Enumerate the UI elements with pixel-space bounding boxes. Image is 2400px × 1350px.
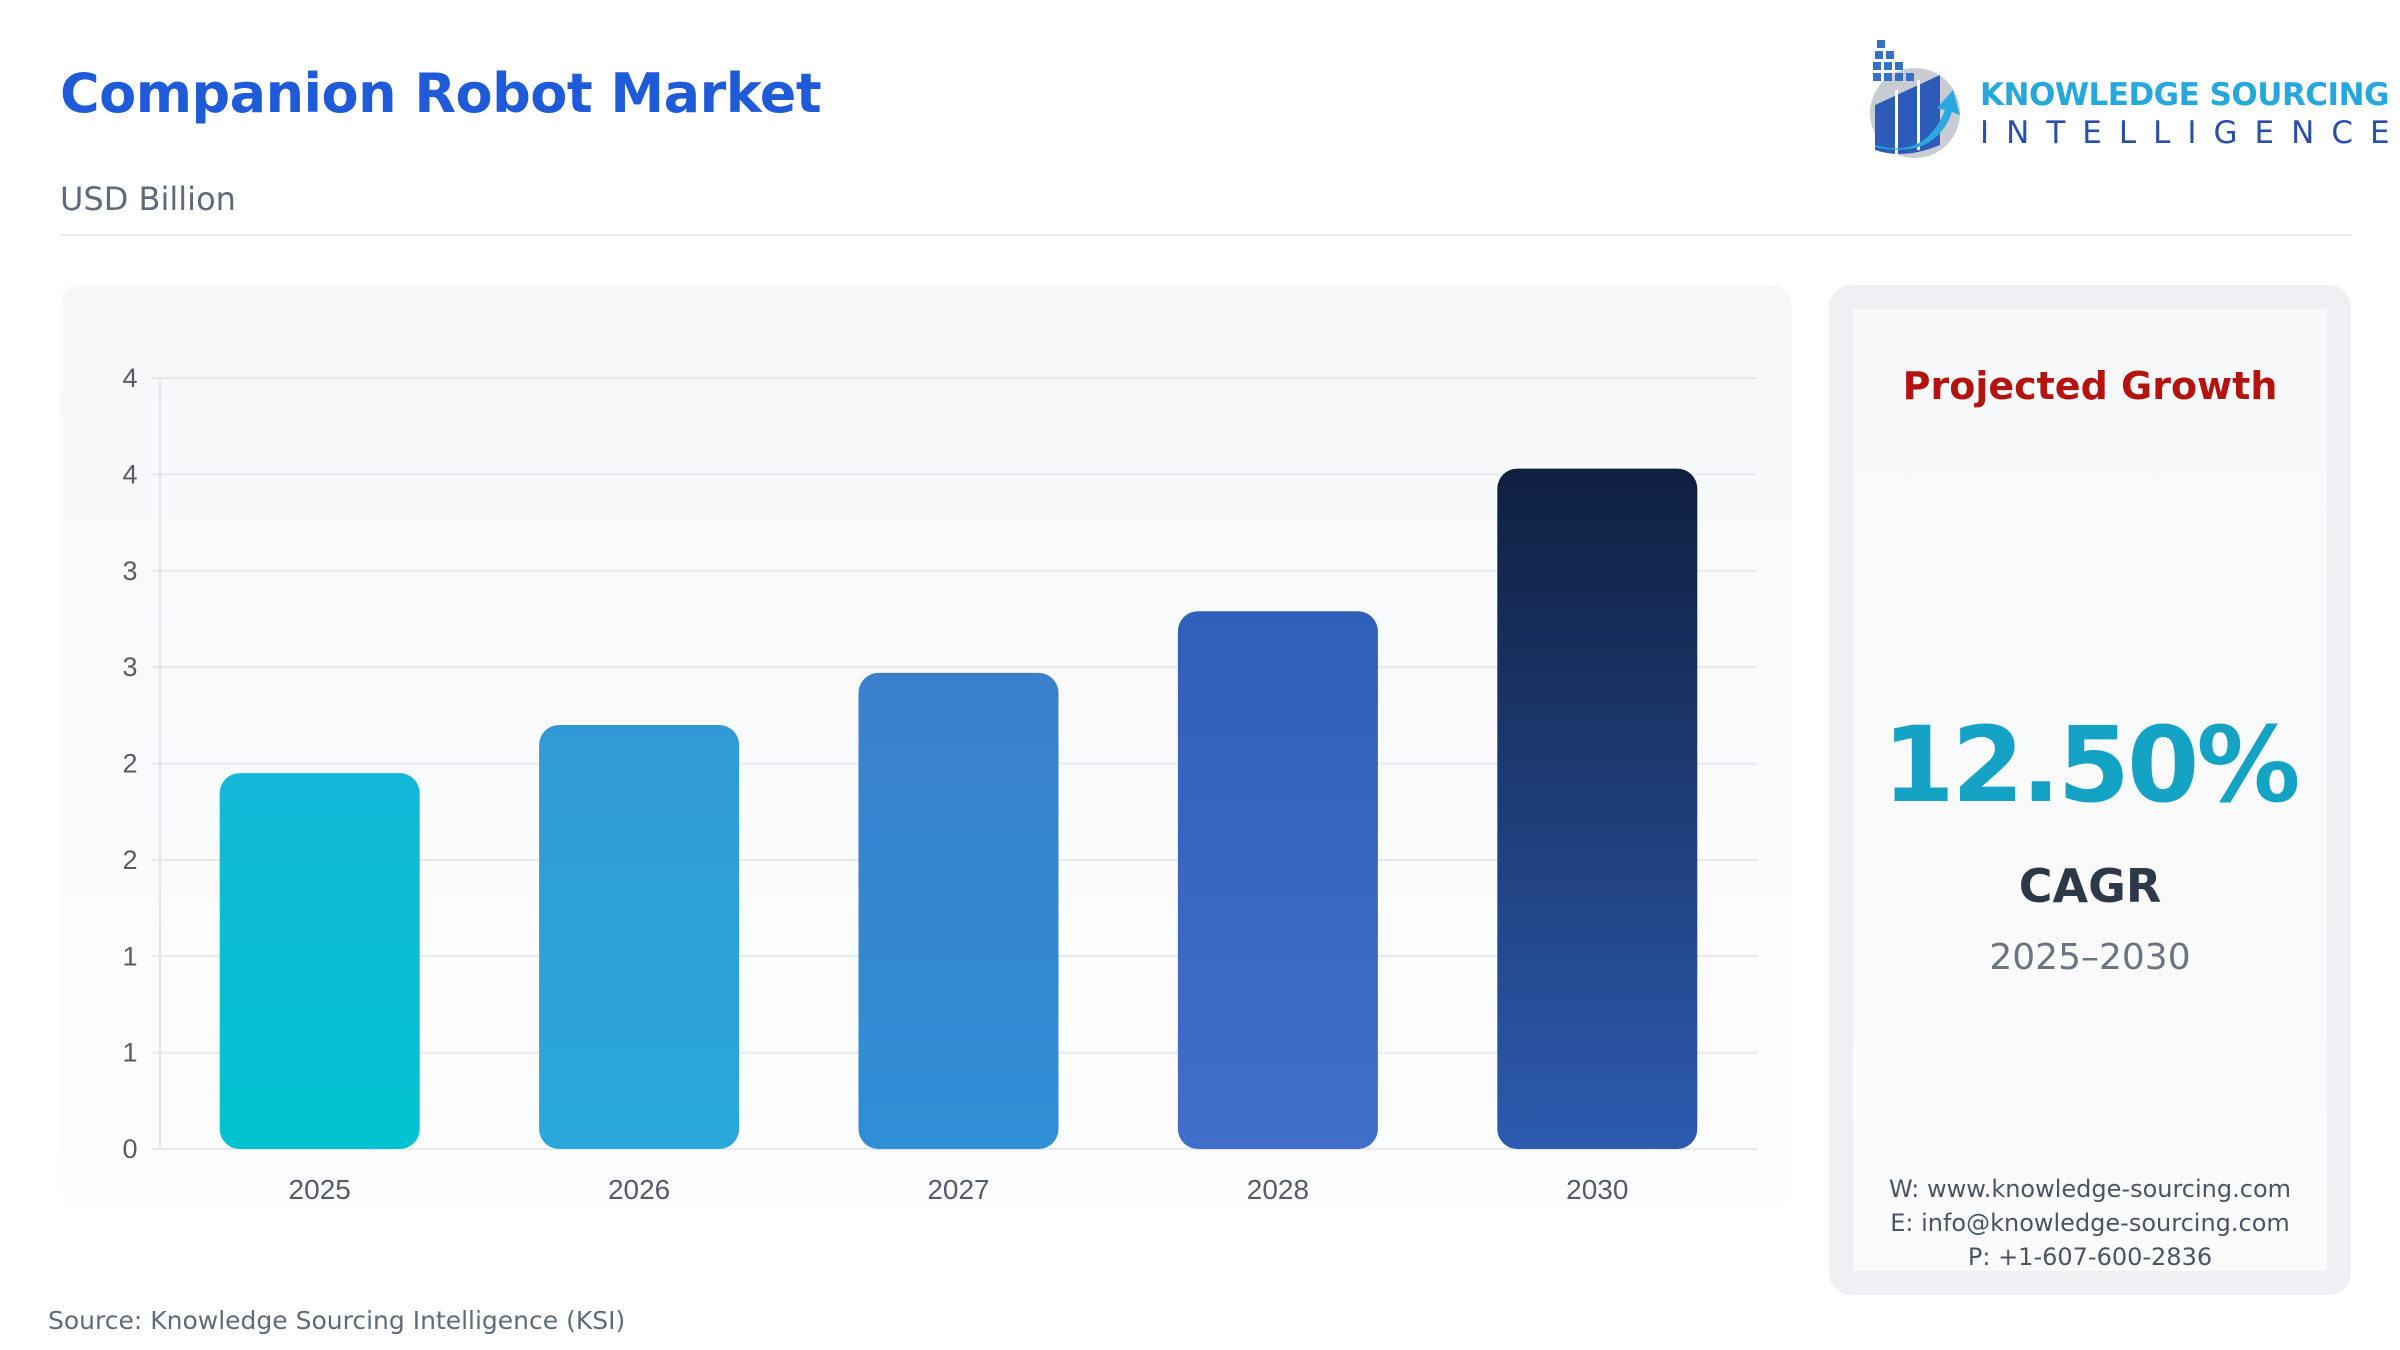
logo-icon (1870, 40, 1960, 158)
panel-title: Projected Growth (1902, 364, 2278, 408)
contact-email: E: info@knowledge-sourcing.com (1890, 1209, 2290, 1237)
source-note: Source: Knowledge Sourcing Intelligence … (48, 1306, 626, 1335)
logo-text-line1: KNOWLEDGE SOURCING (1980, 77, 2390, 113)
growth-panel: Projected Growth 12.50% CAGR 2025–2030 W… (1829, 285, 2351, 1295)
x-tick-label: 2026 (608, 1174, 670, 1205)
bar-2030 (1497, 468, 1698, 1149)
company-logo: KNOWLEDGE SOURCING INTELLIGENCE (1865, 35, 2390, 160)
logo-text-line2: INTELLIGENCE (1980, 115, 2400, 151)
bar-2028 (1177, 611, 1378, 1149)
y-tick-label: 1 (122, 941, 137, 971)
page-title: Companion Robot Market (60, 62, 822, 125)
y-tick-label: 4 (122, 459, 137, 489)
y-tick-label: 3 (122, 556, 137, 586)
cagr-value: 12.50% (1882, 704, 2300, 826)
cagr-label: CAGR (2018, 859, 2162, 913)
unit-subtitle: USD Billion (60, 180, 236, 218)
x-tick-label: 2028 (1247, 1174, 1309, 1205)
chart-card: 0 1 1 2 2 3 3 4 4 2025 2026 2027 2028 2030 (60, 285, 1792, 1205)
bar-2027 (858, 672, 1059, 1149)
bar-chart: 0 1 1 2 2 3 3 4 4 2025 2026 2027 2028 2030 (122, 363, 1757, 1205)
x-tick-label: 2027 (927, 1174, 989, 1205)
divider (60, 234, 2352, 236)
contact-phone: P: +1-607-600-2836 (1967, 1243, 2213, 1271)
bar-2026 (539, 724, 740, 1149)
bar-2025 (219, 773, 420, 1149)
x-tick-label: 2030 (1566, 1174, 1628, 1205)
y-tick-label: 4 (122, 363, 137, 393)
x-tick-label: 2025 (289, 1174, 351, 1205)
contact-website: W: www.knowledge-sourcing.com (1888, 1175, 2292, 1203)
y-tick-label: 0 (122, 1134, 137, 1164)
y-tick-label: 2 (122, 749, 137, 779)
y-tick-label: 2 (122, 845, 137, 875)
y-tick-label: 3 (122, 652, 137, 682)
y-tick-label: 1 (122, 1038, 137, 1068)
cagr-period: 2025–2030 (1989, 937, 2191, 978)
